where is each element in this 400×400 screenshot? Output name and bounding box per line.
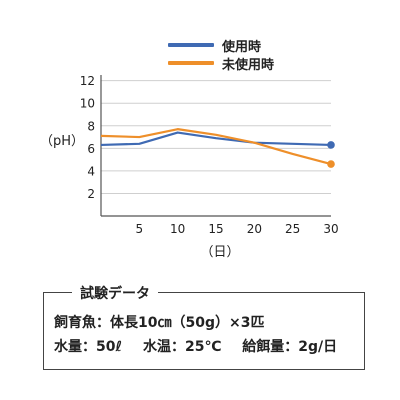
legend-label-used: 使用時 [222,39,262,55]
test-data-conditions: 水量：50ℓ 水温：25℃ 給餌量：2g/日 [54,336,353,356]
test-data-fish: 飼育魚：体長10㎝（50g）×3匹 [54,315,265,331]
series-end-marker-1 [327,160,335,168]
test-data-water-volume: 水量：50ℓ [54,339,123,355]
x-tick-label: 25 [285,222,300,236]
legend-label-unused: 未使用時 [222,57,275,73]
x-tick-label: 20 [247,222,262,236]
series-line-1 [100,128,332,166]
y-tick-label: 8 [87,119,95,133]
test-data-box [43,292,365,370]
y-tick-label: 6 [87,142,95,156]
series-end-marker-0 [327,141,335,149]
series-line-0 [100,131,332,147]
legend: 使用時 未使用時 [168,36,275,73]
x-tick-label: 15 [208,222,223,236]
legend-swatch-unused [168,61,214,65]
y-tick-label: 12 [80,74,95,88]
test-data-title: 試験データ [72,283,158,303]
legend-swatch-used [168,43,214,47]
x-tick-label: 10 [170,222,185,236]
y-axis-label: （pH） [40,134,85,149]
x-axis-label: （日） [200,245,240,260]
y-tick-label: 4 [87,164,95,178]
y-tick-label: 10 [80,97,95,111]
legend-item-unused: 未使用時 [168,54,275,73]
test-data-water-temp: 水温：25℃ [142,339,222,355]
x-tick-label: 5 [136,222,144,236]
test-data-feed-amount: 給餌量：2g/日 [242,339,338,355]
y-tick-label: 2 [87,187,95,201]
x-tick-label: 30 [323,222,338,236]
legend-item-used: 使用時 [168,36,274,55]
